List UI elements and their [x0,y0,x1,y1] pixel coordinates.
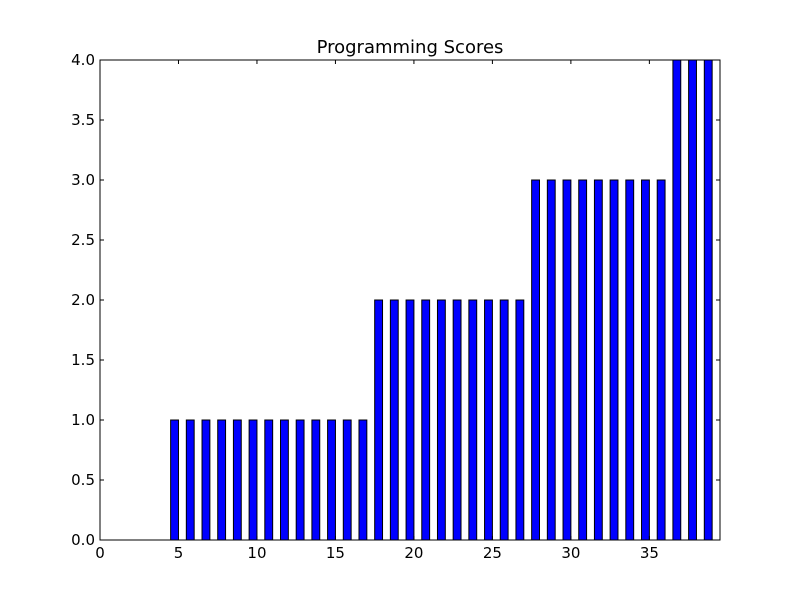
bar [593,179,603,541]
bar [688,59,697,541]
bar [201,419,211,541]
bar [531,179,540,541]
y-tick-label: 4.0 [71,51,95,69]
ticks-layer [99,59,720,541]
bar [515,299,525,541]
bar [641,179,650,541]
y-axis-tick-labels: 0.0 0.5 1.0 1.5 2.0 2.5 3.0 3.5 4.0 [71,51,95,549]
bar [327,419,336,541]
y-tick-label: 0.5 [71,471,95,489]
bar [358,419,368,541]
bar [703,59,713,541]
bar [562,179,572,541]
y-tick-label: 3.5 [71,111,95,129]
y-tick-label: 1.5 [71,351,95,369]
bar [625,179,635,541]
bar [484,299,493,541]
x-tick-label: 0 [95,544,105,562]
bar [546,179,556,541]
x-tick-label: 5 [174,544,184,562]
bar [389,299,399,541]
bar [436,299,446,541]
x-tick-label: 30 [561,544,580,562]
bar [232,419,242,541]
x-tick-label: 10 [247,544,266,562]
x-tick-label: 15 [326,544,345,562]
x-axis-tick-labels: 0 5 10 15 20 25 30 35 [95,544,659,562]
bar [217,419,227,541]
bar [311,419,321,541]
y-tick-label: 1.0 [71,411,95,429]
bar [452,299,462,541]
bar [170,419,179,541]
bar [405,299,415,541]
y-tick-label: 2.5 [71,231,95,249]
bars-layer [170,59,713,541]
bar [578,179,588,541]
bar [248,419,258,541]
bar [185,419,195,541]
bar [264,419,274,541]
bar [374,299,384,541]
bar [609,179,619,541]
bar [672,59,682,541]
bar [342,419,352,541]
y-tick-label: 3.0 [71,171,95,189]
y-tick-label: 2.0 [71,291,95,309]
bar [421,299,431,541]
bar [468,299,478,541]
x-tick-label: 20 [404,544,423,562]
chart-title: Programming Scores [317,37,504,58]
bar [656,179,666,541]
bar [499,299,509,541]
y-tick-label: 0.0 [71,531,95,549]
x-tick-label: 35 [640,544,659,562]
bar [295,419,305,541]
bar [280,419,289,541]
x-tick-label: 25 [483,544,502,562]
